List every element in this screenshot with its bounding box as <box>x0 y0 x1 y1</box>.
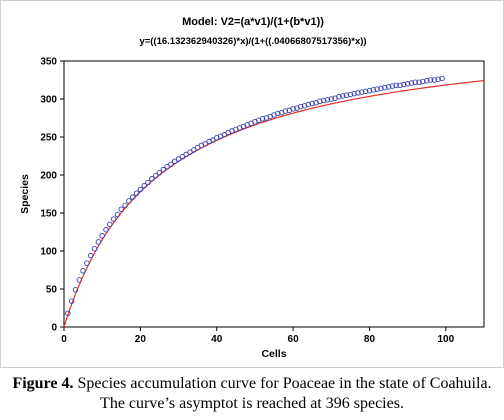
y-tick-label: 50 <box>46 285 58 296</box>
data-point <box>320 97 327 104</box>
data-point <box>439 75 445 82</box>
data-point <box>91 245 98 252</box>
y-tick-label: 0 <box>51 323 57 334</box>
data-point <box>370 87 377 93</box>
data-point <box>393 82 399 89</box>
data-point <box>282 108 289 114</box>
chart-svg: 0 50 100 150 200 250 300 350 0 20 40 60 80 100 Cells Sp… <box>19 57 485 360</box>
data-point <box>366 87 373 94</box>
data-point <box>305 101 312 108</box>
caption-label: Figure 4. <box>12 375 74 392</box>
data-point <box>95 239 102 245</box>
data-point <box>431 77 438 83</box>
data-point <box>65 310 71 317</box>
data-point <box>72 287 79 293</box>
data-point <box>420 78 426 85</box>
data-point <box>152 173 159 179</box>
data-point <box>408 80 415 86</box>
data-point <box>122 202 128 209</box>
fitted-curve <box>63 80 485 328</box>
chart-title: Model: V2=(a*v1)/(1+(b*v1)) <box>182 16 324 28</box>
data-point <box>107 221 113 228</box>
data-point <box>141 182 147 189</box>
data-point <box>84 260 90 266</box>
x-tick-label: 100 <box>437 334 454 345</box>
figure-caption: Figure 4. Species accumulation curve for… <box>0 374 504 414</box>
data-point <box>129 194 136 200</box>
y-tick-label: 350 <box>40 57 57 68</box>
data-point <box>275 110 281 117</box>
data-point <box>156 169 163 176</box>
data-point <box>149 176 155 182</box>
data-point <box>290 106 296 112</box>
data-point <box>404 81 411 87</box>
data-point <box>160 166 167 173</box>
figure-panel: Model: V2=(a*v1)/(1+(b*v1)) y=((16.13236… <box>0 0 504 368</box>
x-tick-label: 60 <box>288 334 300 345</box>
data-point <box>423 78 430 84</box>
data-point <box>137 186 144 193</box>
data-point <box>378 85 384 92</box>
data-point <box>145 179 151 186</box>
data-point <box>381 84 388 91</box>
data-point <box>99 233 105 239</box>
data-point <box>126 198 132 204</box>
x-tick-label: 80 <box>364 334 376 345</box>
x-tick-label: 20 <box>135 334 147 345</box>
data-point <box>343 92 350 98</box>
data-point <box>355 90 361 96</box>
data-point <box>259 116 266 122</box>
data-point <box>412 79 419 86</box>
data-point <box>68 298 75 304</box>
x-tick-label: 40 <box>211 334 223 345</box>
data-point <box>347 91 354 98</box>
y-tick-label: 100 <box>40 247 57 258</box>
data-point <box>324 97 331 103</box>
data-point <box>362 88 369 95</box>
data-point <box>103 226 109 233</box>
data-point <box>359 89 365 95</box>
data-point <box>374 86 380 92</box>
x-tick-label: 0 <box>61 334 67 345</box>
data-point <box>336 93 342 100</box>
data-point <box>168 161 174 168</box>
data-point <box>309 100 315 107</box>
data-point <box>385 84 392 90</box>
data-point <box>351 90 357 97</box>
y-tick-label: 150 <box>40 209 57 220</box>
plot-frame <box>63 60 485 328</box>
caption-text: Species accumulation curve for Poaceae i… <box>73 375 492 412</box>
data-point <box>118 206 125 212</box>
data-point <box>114 211 121 218</box>
data-point <box>317 98 323 105</box>
data-point <box>80 268 86 274</box>
chart-subtitle: y=((16.132362940326)*x)/(1+((.0406680751… <box>139 36 367 47</box>
data-point <box>416 79 422 86</box>
data-point <box>76 277 83 283</box>
y-tick-label: 200 <box>40 171 57 182</box>
y-tick-label: 250 <box>40 133 57 144</box>
data-point <box>401 81 407 88</box>
data-point <box>435 76 441 82</box>
y-tick-label: 300 <box>40 95 57 106</box>
data-point <box>297 103 304 110</box>
data-point <box>110 216 117 222</box>
y-axis-title: Species <box>19 174 31 214</box>
data-point <box>397 82 403 89</box>
x-axis-title: Cells <box>261 348 286 360</box>
data-point <box>328 96 335 102</box>
data-point <box>427 77 434 83</box>
data-point <box>339 93 346 99</box>
data-point <box>87 252 94 259</box>
data-point <box>133 190 140 196</box>
data-point <box>389 83 396 89</box>
